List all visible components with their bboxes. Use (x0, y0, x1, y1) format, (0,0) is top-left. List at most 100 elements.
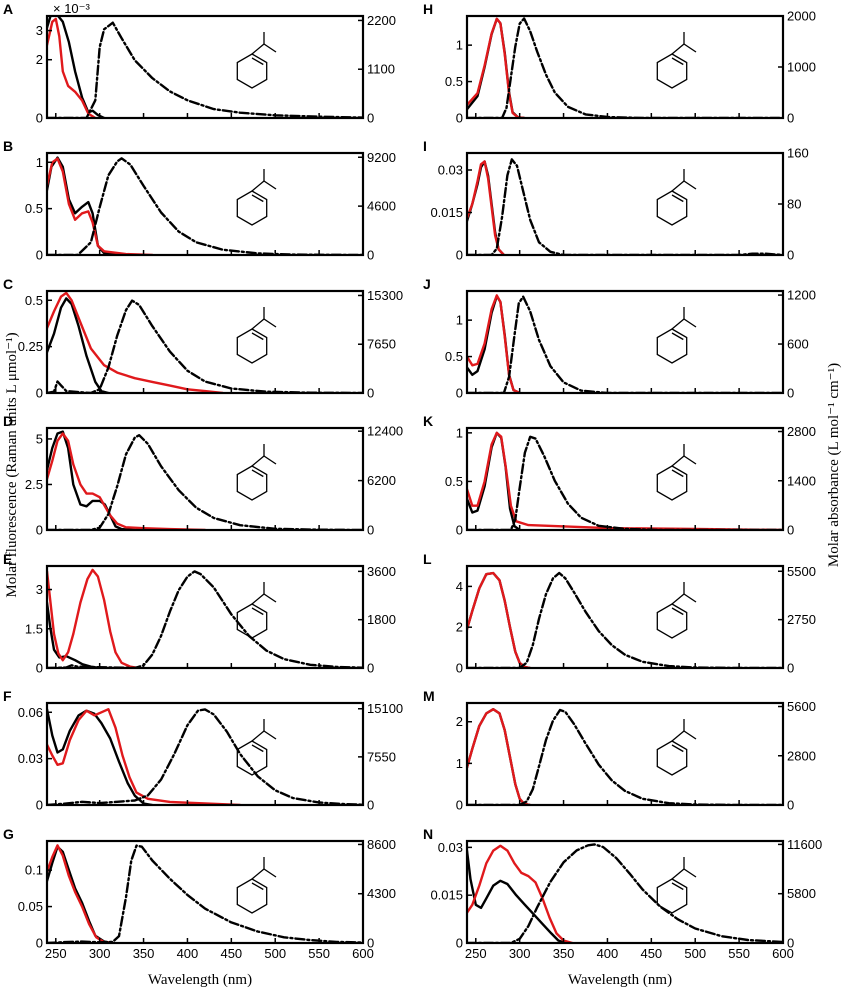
right-tick-label: 1000 (787, 60, 816, 75)
x-tick-label: 250 (465, 946, 487, 961)
right-tick-label: 3600 (367, 564, 396, 579)
left-tick-label: 0.5 (445, 74, 463, 89)
left-tick-label: 0.03 (438, 840, 463, 855)
series-absorbance-black (467, 294, 521, 393)
panel-label: N (423, 826, 433, 842)
right-tick-label: 8600 (367, 837, 396, 852)
panel-label: L (423, 551, 432, 567)
plot-frame (45, 564, 365, 670)
x-tick-label: 350 (553, 946, 575, 961)
left-tick-label: 3 (36, 582, 43, 597)
left-tick-label: 0 (456, 111, 463, 126)
x-tick-label: 350 (133, 946, 155, 961)
left-tick-label: 4 (456, 579, 463, 594)
left-tick-label: 0 (36, 798, 43, 813)
x-tick-label: 300 (89, 946, 111, 961)
panel-label: K (423, 413, 433, 429)
series-fluorescence (467, 158, 783, 255)
panel-B: B 0 0.5 1 0 4600 9200 (3, 138, 396, 263)
x-tick-label: 450 (640, 946, 662, 961)
series-absorbance-black (467, 849, 567, 943)
panel-C: C 0 0.25 0.5 0 7650 15300 (3, 276, 403, 401)
panel-D: D 0 2.5 5 0 6200 12400 (3, 413, 403, 538)
plot-frame (465, 426, 785, 532)
series-fluorescence (47, 434, 363, 530)
molecule-coniferyl-alcohol (236, 444, 277, 501)
x-tick-label: 300 (509, 946, 531, 961)
left-tick-label: 0 (456, 798, 463, 813)
right-tick-label: 7650 (367, 337, 396, 352)
left-tick-label: 1 (456, 313, 463, 328)
molecule-coumarin (656, 857, 697, 914)
molecule-indole (656, 582, 697, 639)
right-tick-label: 2800 (787, 424, 816, 439)
left-tick-label: 0 (36, 661, 43, 676)
plot-frame (465, 289, 785, 395)
right-tick-label: 0 (787, 798, 794, 813)
left-tick-label: 1 (36, 155, 43, 170)
x-tick-label: 400 (177, 946, 199, 961)
left-tick-label: 1 (456, 756, 463, 771)
right-tick-label: 5800 (787, 886, 816, 901)
series-absorbance-red (467, 17, 526, 118)
left-tick-label: 0.5 (445, 474, 463, 489)
molecule-gallic-acid (236, 857, 277, 914)
series-fluorescence (47, 21, 363, 118)
series-fluorescence (467, 435, 783, 530)
right-tick-label: 160 (787, 146, 809, 161)
right-tick-label: 4300 (367, 886, 396, 901)
left-tick-label: 0.1 (25, 863, 43, 878)
series-absorbance-black (47, 708, 154, 805)
plot-frame (465, 701, 785, 807)
series-fluorescence (47, 570, 363, 668)
left-tick-label: 0.03 (18, 751, 43, 766)
molecule-benzoic-acid (236, 32, 277, 89)
series-absorbance-black (47, 156, 119, 255)
left-tick-label: 0.25 (18, 339, 43, 354)
molecule-p-cresol (656, 32, 697, 89)
panel-I: I 0 0.015 0.03 0 80 160 (423, 138, 809, 263)
x-tick-label: 550 (728, 946, 750, 961)
right-tick-label: 2000 (787, 9, 816, 24)
molecule-syringic-acid (236, 307, 277, 364)
panel-A: A × 10⁻³ 0 2 3 0 1100 2200 (3, 1, 396, 126)
left-tick-label: 1.5 (25, 621, 43, 636)
plot-frame (45, 426, 365, 532)
right-tick-label: 2750 (787, 612, 816, 627)
molecule-tryptophan (656, 719, 697, 776)
x-tick-label: 400 (597, 946, 619, 961)
right-tick-label: 7550 (367, 749, 396, 764)
right-tick-label: 0 (787, 248, 794, 263)
right-tick-label: 0 (787, 661, 794, 676)
panel-label: E (3, 551, 12, 567)
panel-F: F 0 0.03 0.06 0 7550 15100 (3, 688, 403, 813)
right-tick-label: 0 (787, 111, 794, 126)
x-tick-label: 600 (772, 946, 794, 961)
left-tick-label: 2 (36, 52, 43, 67)
plot-frame (465, 839, 785, 945)
plot-frame (465, 564, 785, 670)
left-tick-label: 1 (456, 38, 463, 53)
series-absorbance-red (47, 432, 207, 530)
molecule-vanillic-acid (236, 169, 277, 226)
panel-label: F (3, 688, 12, 704)
panel-label: A (3, 1, 13, 17)
series-absorbance-black (467, 431, 521, 530)
right-tick-label: 80 (787, 197, 801, 212)
left-tick-label: 0.06 (18, 705, 43, 720)
series-absorbance-red (467, 844, 574, 943)
panel-label: D (3, 413, 13, 429)
left-tick-label: 0.015 (430, 888, 463, 903)
x-tick-label: 450 (220, 946, 242, 961)
left-tick-label: 3 (36, 23, 43, 38)
panel-E: E 0 1.5 3 0 1800 3600 (3, 551, 396, 676)
right-tick-label: 1100 (367, 62, 395, 77)
x-tick-label: 500 (684, 946, 706, 961)
right-tick-label: 5600 (787, 699, 816, 714)
left-tick-label: 0.5 (445, 349, 463, 364)
plot-frame (45, 151, 365, 257)
plot-frame (465, 151, 785, 257)
